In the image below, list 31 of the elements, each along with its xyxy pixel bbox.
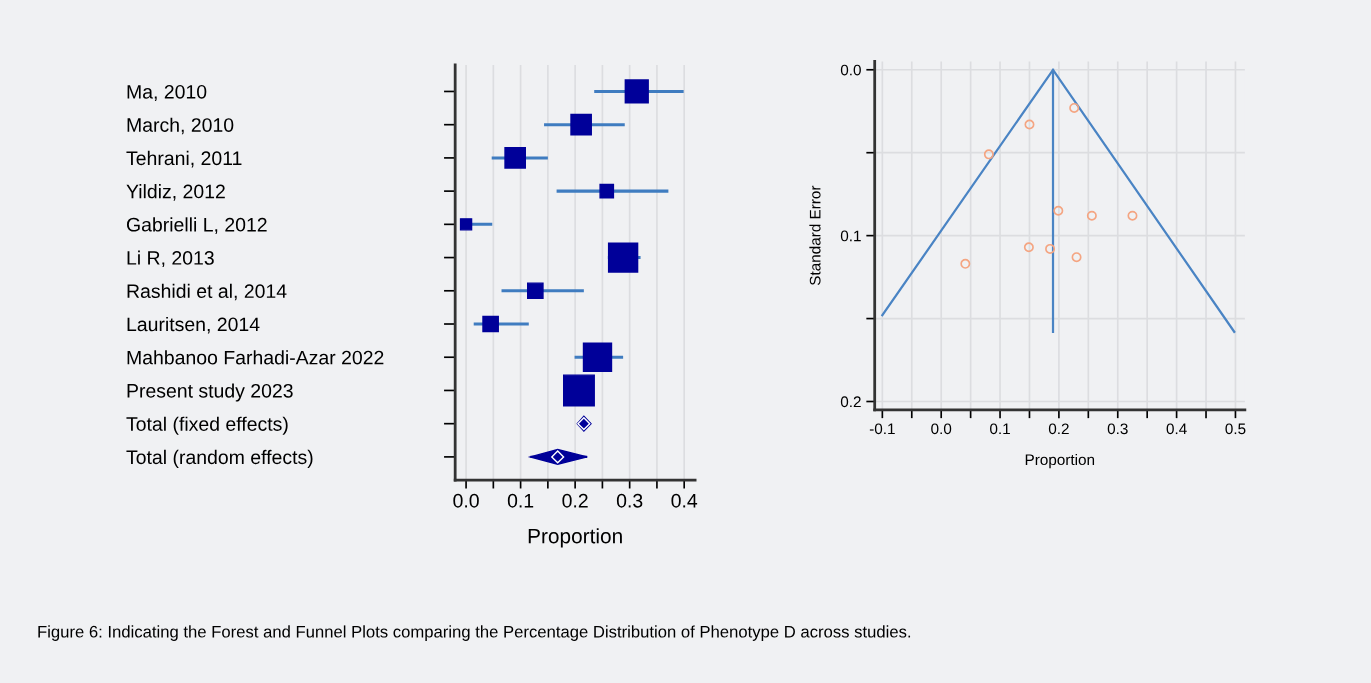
x-tick-label: 0.0	[453, 493, 479, 508]
y-tick-label: Total (fixed effects)	[126, 416, 288, 435]
x-axis-title: Proportion	[1025, 453, 1095, 469]
y-axis-title: Standard Error	[809, 185, 821, 286]
x-tick-label: 0.1	[990, 423, 1010, 435]
x-tick-label: 0.4	[1166, 423, 1187, 435]
y-tick-label: Present study 2023	[127, 383, 293, 402]
y-tick-label: 0.2	[840, 396, 861, 408]
x-tick-label: 0.0	[931, 423, 952, 435]
y-tick-label: Lauritsen, 2014	[127, 316, 260, 334]
x-tick-label: 0.3	[1107, 423, 1128, 435]
y-tick-label: Ma, 2010	[127, 84, 207, 101]
y-tick-label: 0.1	[840, 230, 861, 242]
x-tick-label: 0.5	[1225, 423, 1246, 435]
y-tick-label: March, 2010	[127, 117, 234, 135]
y-tick-label: 0.0	[840, 64, 861, 76]
x-tick-label: -0.1	[869, 423, 895, 435]
y-tick-label: Total (random effects)	[126, 449, 313, 468]
x-tick-label: 0.3	[616, 493, 643, 508]
y-tick-label: Li R, 2013	[127, 250, 214, 268]
y-tick-label: Tehrani, 2011	[126, 150, 242, 168]
y-tick-label: Yildiz, 2012	[126, 184, 225, 201]
caption: Figure 6: Indicating the Forest and Funnel Plots comparing the Percentage Distribution of Phenotype D across studies.	[38, 625, 911, 641]
x-tick-label: 0.4	[671, 493, 698, 508]
y-tick-label: Mahbanoo Farhadi-Azar 2022	[127, 350, 384, 365]
x-tick-label: 0.2	[562, 493, 588, 508]
x-tick-label: 0.2	[1048, 423, 1069, 435]
y-tick-label: Gabrielli L, 2012	[126, 217, 267, 234]
x-axis-title: Proportion	[528, 528, 622, 548]
x-tick-label: 0.1	[507, 493, 534, 508]
y-tick-label: Rashidi et al, 2014	[127, 283, 287, 301]
